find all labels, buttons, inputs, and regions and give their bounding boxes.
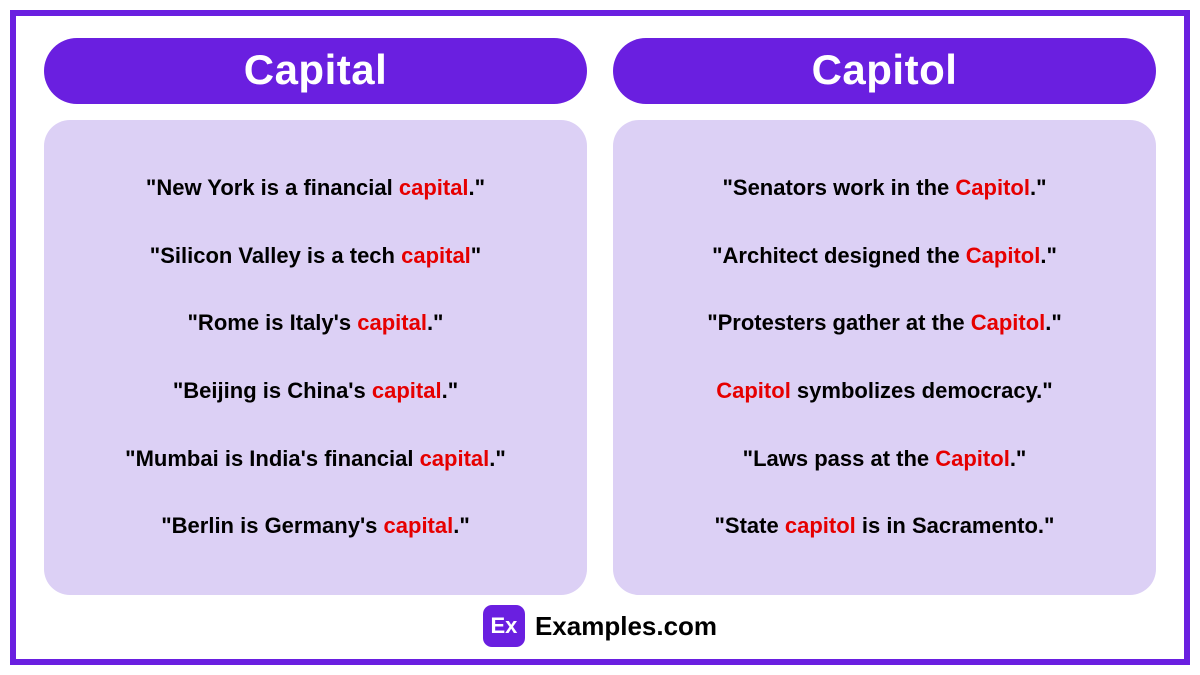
column-capitol: Capitol "Senators work in the Capitol." …: [613, 38, 1156, 595]
example-line: "Berlin is Germany's capital.": [62, 513, 569, 539]
footer: Ex Examples.com: [44, 605, 1156, 647]
brand-text: Examples.com: [535, 611, 717, 642]
example-line: Capitol symbolizes democracy.": [631, 378, 1138, 404]
example-line: "Beijing is China's capital.": [62, 378, 569, 404]
logo-badge: Ex: [483, 605, 525, 647]
example-line: "Protesters gather at the Capitol.": [631, 310, 1138, 336]
examples-panel: "Senators work in the Capitol." "Archite…: [613, 120, 1156, 595]
column-capital: Capital "New York is a financial capital…: [44, 38, 587, 595]
example-line: "Senators work in the Capitol.": [631, 175, 1138, 201]
example-line: "Silicon Valley is a tech capital": [62, 243, 569, 269]
example-line: "New York is a financial capital.": [62, 175, 569, 201]
example-line: "State capitol is in Sacramento.": [631, 513, 1138, 539]
example-line: "Mumbai is India's financial capital.": [62, 446, 569, 472]
examples-panel: "New York is a financial capital." "Sili…: [44, 120, 587, 595]
columns-container: Capital "New York is a financial capital…: [44, 38, 1156, 595]
column-title-pill: Capital: [44, 38, 587, 104]
example-line: "Architect designed the Capitol.": [631, 243, 1138, 269]
outer-frame: Capital "New York is a financial capital…: [10, 10, 1190, 665]
example-line: "Rome is Italy's capital.": [62, 310, 569, 336]
example-line: "Laws pass at the Capitol.": [631, 446, 1138, 472]
column-title-pill: Capitol: [613, 38, 1156, 104]
